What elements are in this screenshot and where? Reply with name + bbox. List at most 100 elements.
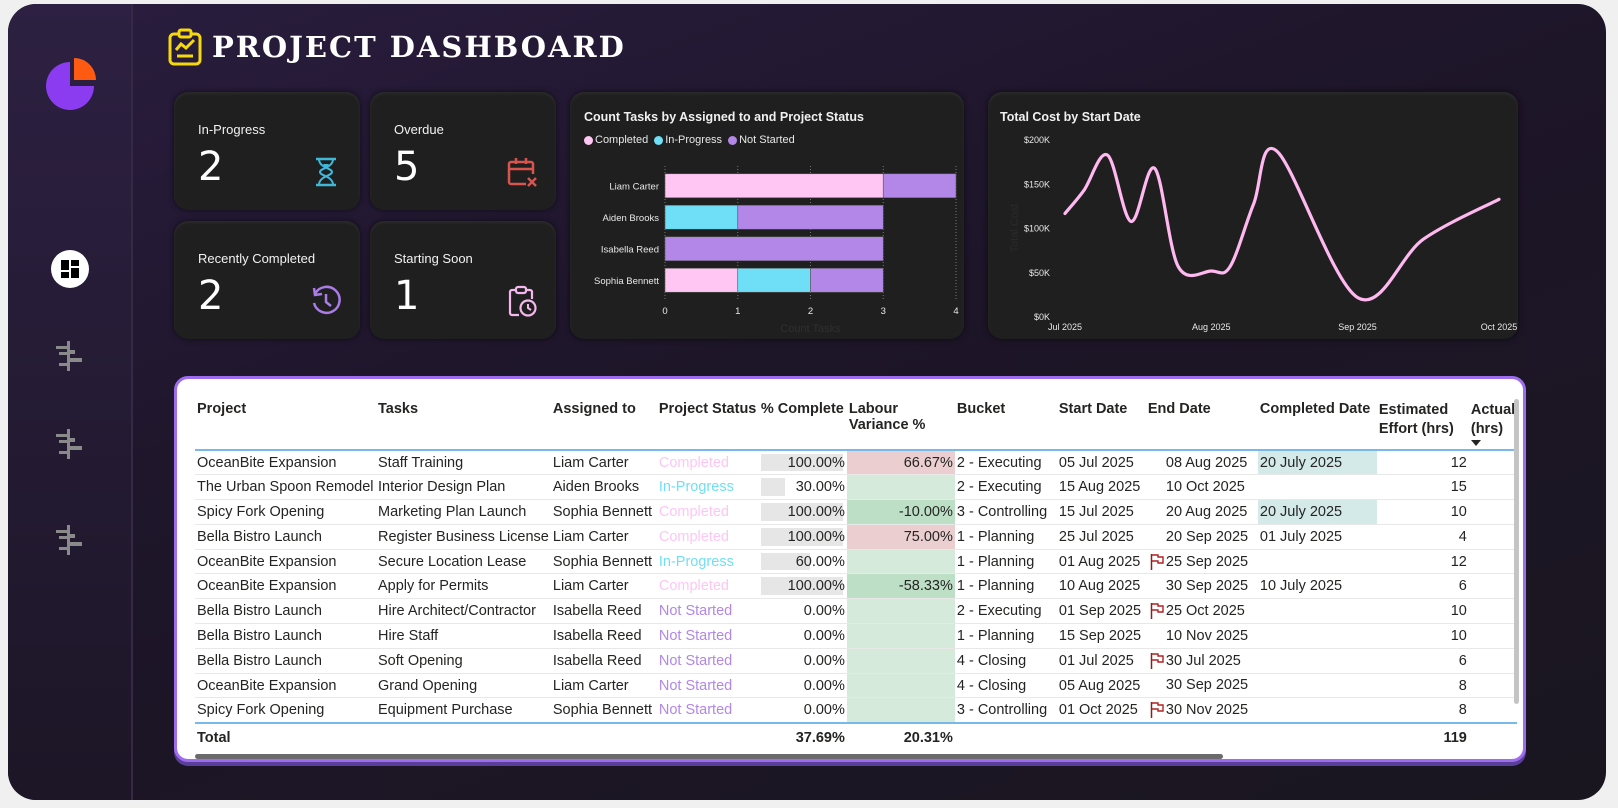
line-data-point[interactable] [1080, 186, 1088, 194]
legend-item-completed[interactable]: Completed [584, 134, 648, 146]
bar-segment-in-progress[interactable] [664, 204, 739, 230]
end-date-value: 10 Nov 2025 [1165, 627, 1249, 644]
cell-labour-variance: -58.33% [846, 573, 955, 599]
line-chart-plot: $0K $50K $100K $150K $200K Jul 2025 Aug 2025 Se… [1009, 135, 1517, 332]
cell-start-date: 15 Sep 2025 [1058, 627, 1142, 644]
line-data-point[interactable] [1127, 217, 1135, 225]
cell-status: Completed [658, 578, 729, 595]
cell-task: Staff Training [378, 454, 464, 471]
cell-pct-complete: 0.00% [759, 599, 847, 624]
legend-item-in-progress[interactable]: In-Progress [654, 134, 722, 146]
line-data-point[interactable] [1061, 209, 1069, 217]
cell-completed-date [1258, 599, 1377, 624]
line-data-point[interactable] [1420, 235, 1428, 243]
cell-assigned-to: Isabella Reed [552, 627, 642, 644]
cell-pct-complete: 0.00% [759, 624, 847, 649]
total-pct-complete: 37.69% [795, 729, 845, 746]
overdue-flag-icon [1150, 455, 1164, 471]
table-row[interactable]: Bella Bistro Launch Hire Staff Isabella Re… [195, 623, 1518, 649]
column-header[interactable]: Completed Date [1259, 401, 1371, 417]
x-axis-title: Count Tasks [780, 323, 841, 335]
table-row[interactable]: Spicy Fork Opening Equipment Purchase Soph… [195, 697, 1518, 723]
cell-completed-date [1258, 648, 1377, 673]
kpi-card-overdue: Overdue 5 [370, 92, 556, 210]
table-row[interactable]: Bella Bistro Launch Register Business Lic… [195, 524, 1518, 550]
cell-end-date: 30 Jul 2025 [1146, 648, 1258, 673]
table-row[interactable]: The Urban Spoon Remodel Interior Design P… [195, 474, 1518, 500]
history-clock-icon [312, 285, 341, 315]
line-data-point[interactable] [1174, 263, 1182, 271]
cell-pct-complete: 0.00% [759, 673, 847, 698]
column-header[interactable]: Assigned to [552, 401, 636, 417]
column-header[interactable]: % Complete [760, 401, 844, 417]
cell-actual-hrs [1469, 574, 1517, 599]
vertical-scrollbar[interactable] [1514, 399, 1519, 704]
cell-end-date: 25 Oct 2025 [1146, 599, 1258, 624]
cell-estimated-effort: 10 [1450, 503, 1467, 520]
cell-start-date: 01 Aug 2025 [1058, 553, 1141, 570]
column-header[interactable]: Project Status [658, 401, 757, 417]
cell-end-date: 30 Nov 2025 [1146, 698, 1258, 723]
cell-actual-hrs [1469, 648, 1517, 673]
line-data-point[interactable] [1103, 151, 1111, 159]
line-data-point[interactable] [1207, 267, 1215, 275]
cell-end-date: 25 Sep 2025 [1146, 549, 1258, 574]
cell-bucket: 3 - Controlling [956, 702, 1048, 719]
sort-descending-icon[interactable] [1470, 440, 1481, 446]
column-header[interactable]: Bucket [956, 401, 1006, 417]
sidebar-item-gantt-1[interactable] [46, 332, 92, 378]
pct-complete-value: 0.00% [803, 702, 845, 719]
cell-estimated-effort: 12 [1450, 553, 1467, 570]
bar-segment-not-started[interactable] [664, 236, 884, 262]
line-data-point[interactable] [1151, 164, 1159, 172]
column-header[interactable]: Start Date [1058, 401, 1128, 417]
cell-labour-variance [846, 549, 955, 574]
line-data-point[interactable] [1495, 195, 1503, 203]
bar-segment-in-progress[interactable] [737, 267, 811, 293]
column-header[interactable]: Actual (hrs) [1469, 393, 1517, 450]
total-cost-line[interactable] [1063, 147, 1501, 302]
table-row[interactable]: OceanBite Expansion Apply for Permits Liam… [195, 573, 1518, 599]
table-row[interactable]: OceanBite Expansion Staff Training Liam Ca… [195, 450, 1518, 475]
cell-actual-hrs [1469, 599, 1517, 624]
bar-segment-not-started[interactable] [737, 204, 884, 230]
cell-completed-date: 01 July 2025 [1259, 528, 1343, 545]
x-tick-label: 0 [662, 306, 667, 317]
legend-item-not-started[interactable]: Not Started [728, 134, 795, 146]
column-header[interactable]: End Date [1147, 401, 1211, 417]
column-header[interactable]: Tasks [378, 401, 419, 417]
legend-label: Not Started [739, 134, 795, 146]
sidebar-item-gantt-2[interactable] [46, 420, 92, 466]
line-data-point[interactable] [1353, 294, 1361, 302]
column-header[interactable]: Labour Variance % [848, 401, 926, 433]
cell-pct-complete: 100.00% [759, 450, 847, 475]
pct-complete-value: 100.00% [787, 578, 845, 595]
line-data-point[interactable] [1226, 263, 1234, 271]
bar-segment-completed[interactable] [664, 173, 884, 199]
sidebar-item-dashboard[interactable] [51, 250, 89, 288]
gantt-icon [56, 429, 82, 459]
column-header[interactable]: Estimated Effort (hrs) [1378, 402, 1454, 437]
table-row[interactable]: Bella Bistro Launch Soft Opening Isabella … [195, 648, 1518, 674]
cell-end-date: 10 Oct 2025 [1146, 475, 1258, 500]
table-row[interactable]: OceanBite Expansion Secure Location Lease… [195, 549, 1518, 574]
cell-actual-hrs [1469, 698, 1517, 723]
bar-chart-plot: 0 1 2 3 4 Count Tasks Liam Carter Aiden Brooks I… [594, 166, 959, 335]
line-data-point[interactable] [1250, 200, 1258, 208]
bar-segment-not-started[interactable] [882, 173, 957, 199]
pct-complete-bar [760, 478, 786, 497]
bar-segment-not-started[interactable] [810, 267, 884, 293]
y-axis-title: Total Cost [1009, 204, 1021, 253]
table-row[interactable]: Spicy Fork Opening Marketing Plan Launch S… [195, 499, 1518, 525]
cell-pct-complete: 30.00% [759, 475, 847, 500]
sidebar-item-gantt-3[interactable] [46, 516, 92, 562]
horizontal-scrollbar[interactable] [195, 754, 1223, 759]
bar-segment-completed[interactable] [664, 267, 739, 293]
table-row[interactable]: OceanBite Expansion Grand Opening Liam Car… [195, 673, 1518, 698]
cell-status: Completed [658, 503, 729, 520]
dashboard-grid-icon [61, 260, 79, 278]
cell-labour-variance: 75.00% [846, 524, 955, 550]
table-row[interactable]: Bella Bistro Launch Hire Architect/Contra… [195, 598, 1518, 624]
line-data-point[interactable] [1273, 148, 1281, 156]
column-header[interactable]: Project [197, 401, 247, 417]
